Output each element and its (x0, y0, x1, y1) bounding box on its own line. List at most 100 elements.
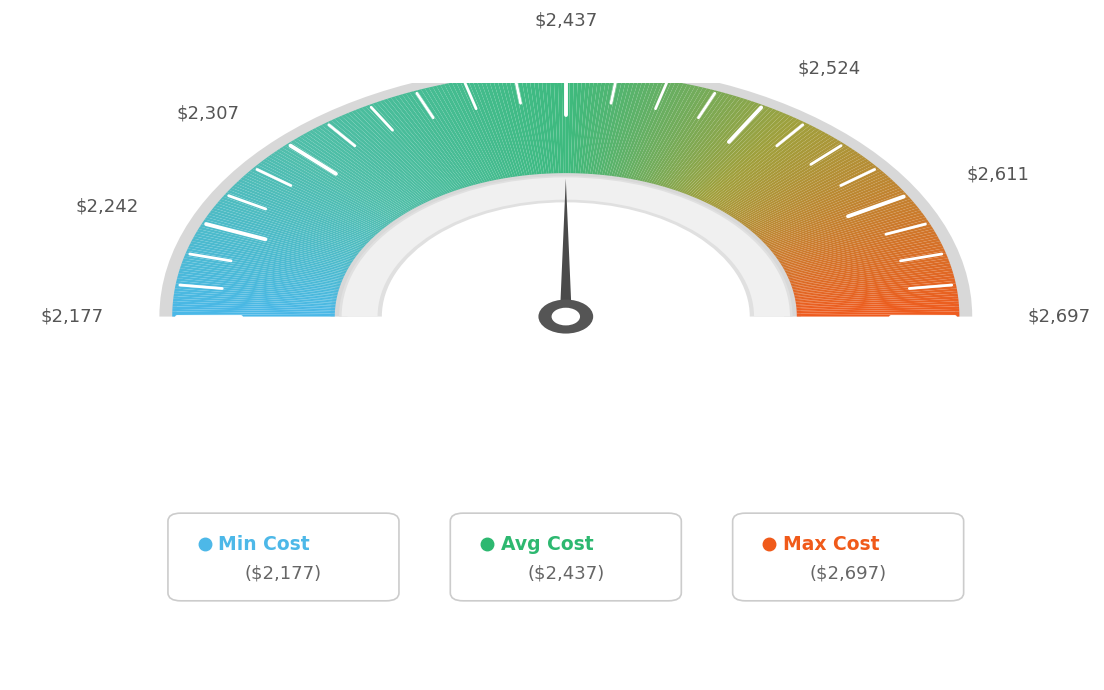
Wedge shape (597, 75, 624, 175)
Wedge shape (223, 195, 365, 246)
Wedge shape (795, 284, 956, 299)
Wedge shape (585, 73, 603, 174)
Wedge shape (734, 149, 856, 219)
Wedge shape (688, 109, 777, 195)
Wedge shape (675, 101, 755, 191)
Wedge shape (700, 117, 797, 201)
Wedge shape (795, 288, 957, 302)
Wedge shape (172, 314, 335, 317)
Wedge shape (690, 110, 781, 196)
Wedge shape (245, 173, 379, 233)
Wedge shape (230, 188, 370, 242)
Wedge shape (185, 251, 343, 279)
Wedge shape (173, 293, 336, 304)
Wedge shape (182, 258, 341, 284)
Wedge shape (667, 97, 741, 188)
Wedge shape (741, 157, 867, 224)
Wedge shape (719, 133, 829, 210)
Wedge shape (399, 95, 469, 187)
Wedge shape (236, 181, 373, 239)
Wedge shape (529, 73, 546, 174)
Text: $2,611: $2,611 (967, 165, 1030, 183)
Wedge shape (203, 219, 353, 261)
Wedge shape (188, 246, 344, 277)
Wedge shape (794, 276, 955, 294)
Wedge shape (729, 144, 847, 216)
Wedge shape (436, 85, 492, 181)
Wedge shape (796, 304, 959, 310)
Wedge shape (658, 92, 726, 186)
Wedge shape (670, 99, 749, 190)
Wedge shape (794, 278, 955, 295)
Wedge shape (797, 309, 959, 313)
Wedge shape (641, 86, 699, 181)
Text: Max Cost: Max Cost (783, 535, 880, 553)
Wedge shape (376, 101, 457, 191)
Wedge shape (255, 165, 385, 228)
Text: $2,307: $2,307 (177, 105, 240, 123)
Wedge shape (742, 159, 869, 225)
Text: ($2,177): ($2,177) (245, 564, 322, 582)
Wedge shape (433, 86, 490, 181)
Wedge shape (197, 229, 350, 266)
Wedge shape (709, 125, 814, 205)
Wedge shape (736, 151, 858, 221)
Wedge shape (177, 278, 338, 295)
Wedge shape (626, 81, 671, 179)
Wedge shape (776, 215, 925, 258)
Wedge shape (321, 124, 424, 204)
Wedge shape (204, 217, 354, 259)
Wedge shape (782, 229, 935, 266)
Wedge shape (173, 296, 336, 306)
Wedge shape (696, 115, 790, 199)
Wedge shape (796, 302, 959, 309)
Wedge shape (344, 113, 438, 198)
Wedge shape (190, 241, 346, 274)
Wedge shape (227, 190, 369, 244)
Wedge shape (781, 226, 933, 265)
Wedge shape (299, 135, 411, 211)
Wedge shape (703, 120, 804, 202)
Wedge shape (341, 177, 790, 317)
Wedge shape (172, 311, 335, 315)
Wedge shape (558, 72, 563, 173)
Wedge shape (428, 87, 488, 182)
Wedge shape (762, 188, 902, 242)
Circle shape (552, 308, 580, 326)
Wedge shape (388, 98, 463, 189)
Wedge shape (354, 109, 444, 195)
Wedge shape (440, 84, 495, 181)
Wedge shape (241, 177, 376, 236)
Wedge shape (550, 72, 559, 173)
Wedge shape (537, 72, 551, 173)
Wedge shape (359, 108, 446, 195)
Wedge shape (573, 72, 582, 173)
Wedge shape (616, 78, 656, 177)
Wedge shape (644, 87, 703, 182)
Wedge shape (786, 244, 943, 275)
Wedge shape (691, 112, 784, 197)
Wedge shape (745, 163, 874, 228)
Wedge shape (602, 75, 631, 175)
Wedge shape (174, 291, 336, 303)
Wedge shape (174, 288, 337, 302)
Wedge shape (705, 122, 807, 204)
Wedge shape (238, 179, 374, 237)
Wedge shape (583, 73, 598, 174)
Wedge shape (290, 140, 406, 214)
Wedge shape (769, 201, 914, 250)
Wedge shape (656, 91, 722, 185)
Wedge shape (562, 72, 565, 173)
Wedge shape (701, 119, 800, 201)
Wedge shape (413, 90, 478, 184)
Wedge shape (778, 222, 931, 262)
Wedge shape (201, 222, 353, 262)
Wedge shape (517, 74, 539, 175)
Wedge shape (315, 127, 421, 206)
Wedge shape (581, 72, 595, 173)
Wedge shape (793, 268, 953, 290)
Wedge shape (728, 142, 845, 215)
Wedge shape (210, 210, 358, 255)
Wedge shape (724, 139, 838, 213)
Wedge shape (250, 169, 382, 231)
